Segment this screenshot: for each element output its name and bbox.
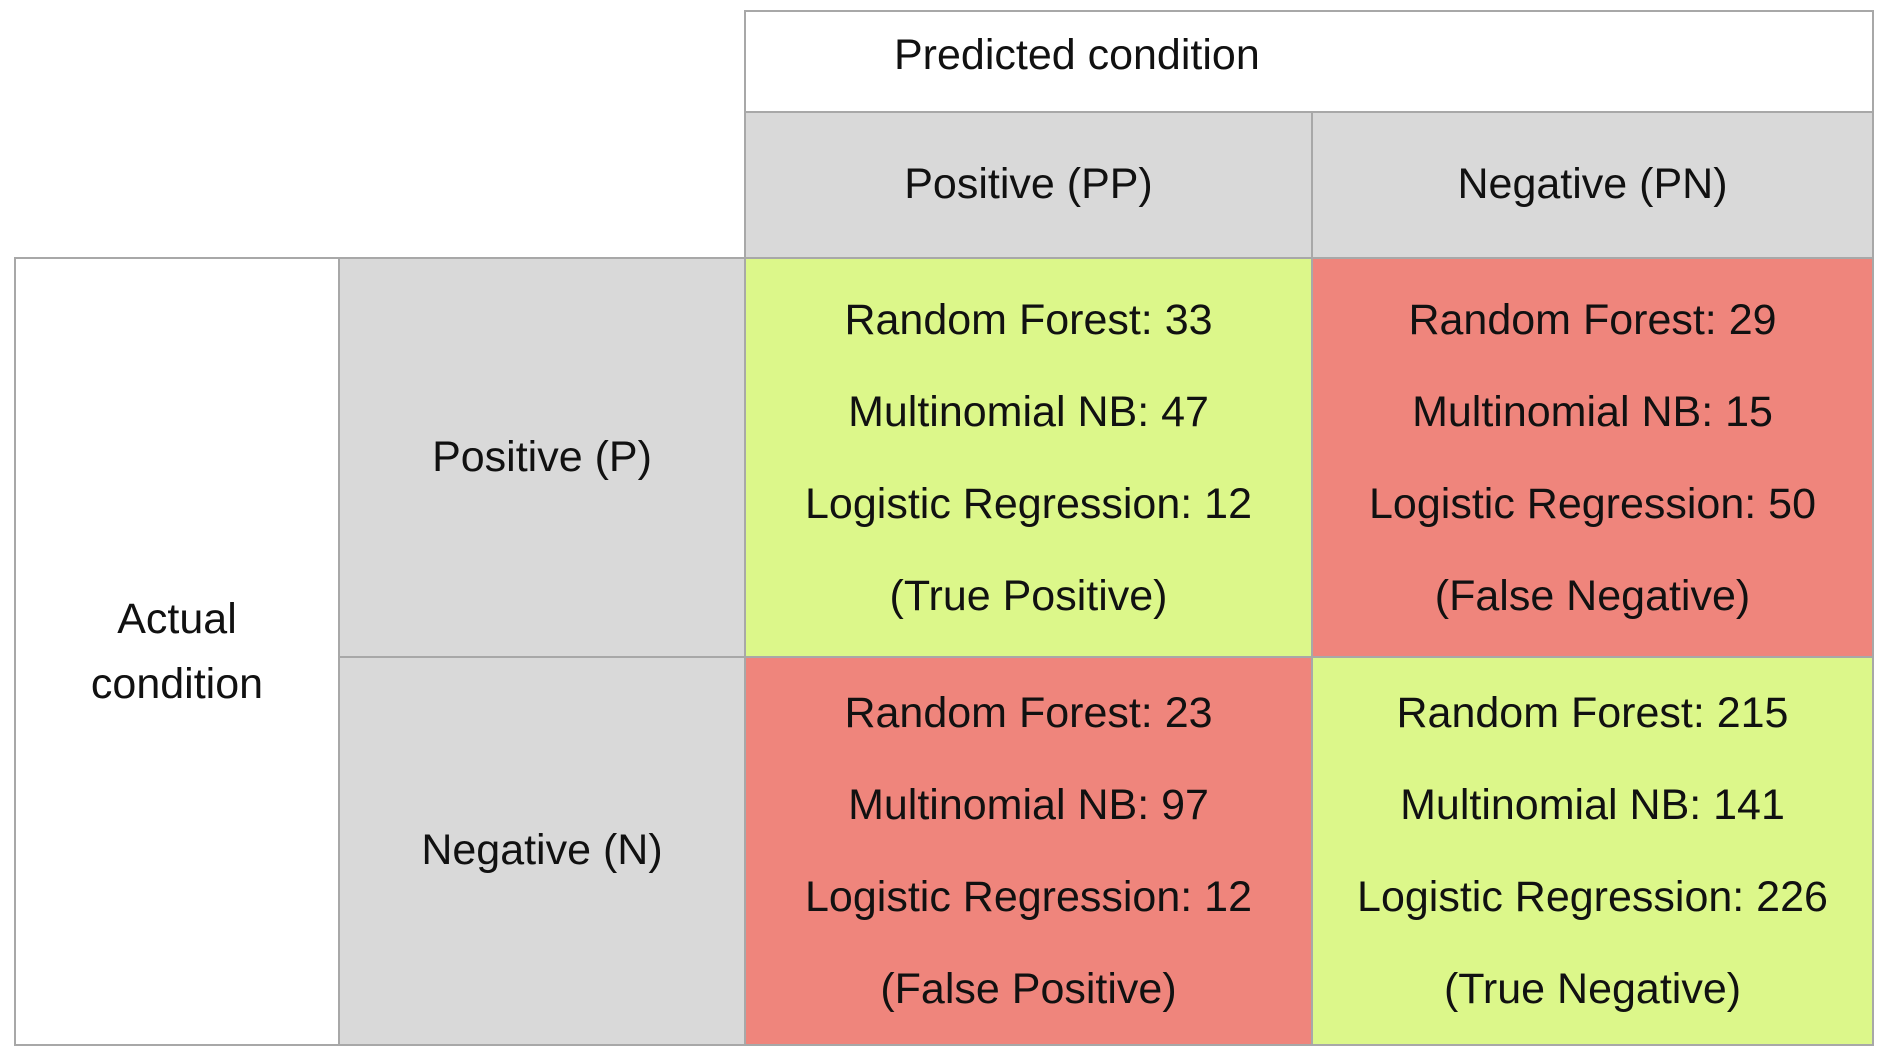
fp-label: (False Positive) [880,965,1177,1013]
true-negative-cell: Random Forest: 215 Multinomial NB: 141 L… [1311,656,1874,1046]
tp-multinomial-nb: Multinomial NB: 47 [848,387,1209,436]
fn-label: (False Negative) [1434,571,1751,620]
false-negative-cell: Random Forest: 29 Multinomial NB: 15 Log… [1311,257,1874,658]
tp-logistic-regression: Logistic Regression: 12 [805,479,1252,528]
fp-logistic-regression: Logistic Regression: 12 [805,873,1252,921]
predicted-negative-header: Negative (PN) [1311,111,1874,259]
actual-negative-label: Negative (N) [421,826,663,875]
fn-logistic-regression: Logistic Regression: 50 [1369,479,1816,528]
tn-label: (True Negative) [1443,965,1742,1013]
predicted-negative-label: Negative (PN) [1457,160,1728,209]
true-positive-cell: Random Forest: 33 Multinomial NB: 47 Log… [744,257,1313,658]
predicted-condition-header: Predicted condition [744,10,1874,113]
tp-random-forest: Random Forest: 33 [844,295,1213,344]
actual-positive-header: Positive (P) [338,257,746,658]
tn-logistic-regression: Logistic Regression: 226 [1357,873,1828,921]
fp-random-forest: Random Forest: 23 [844,689,1213,737]
predicted-positive-header: Positive (PP) [744,111,1313,259]
false-positive-cell: Random Forest: 23 Multinomial NB: 97 Log… [744,656,1313,1046]
actual-condition-label-line1: Actual [117,595,237,643]
predicted-positive-label: Positive (PP) [904,160,1153,209]
tp-label: (True Positive) [889,571,1168,620]
actual-negative-header: Negative (N) [338,656,746,1046]
fn-random-forest: Random Forest: 29 [1408,295,1777,344]
actual-condition-label-line2: condition [90,659,264,708]
fp-multinomial-nb: Multinomial NB: 97 [848,781,1209,829]
fn-multinomial-nb: Multinomial NB: 15 [1412,387,1773,436]
actual-positive-label: Positive (P) [432,432,652,481]
actual-condition-header: Actual condition [14,257,340,1046]
tn-multinomial-nb: Multinomial NB: 141 [1400,781,1785,829]
predicted-condition-label: Predicted condition [894,31,1260,79]
tn-random-forest: Random Forest: 215 [1396,689,1789,737]
